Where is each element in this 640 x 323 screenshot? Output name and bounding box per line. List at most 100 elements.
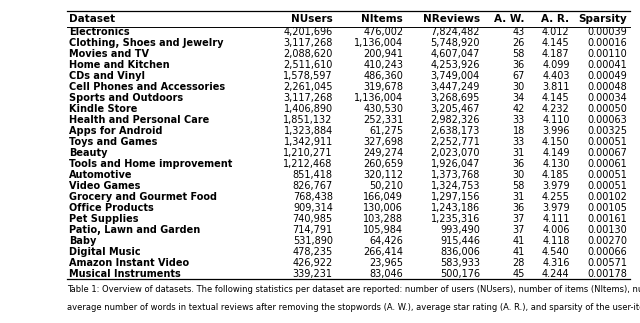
Text: 7,824,482: 7,824,482 <box>431 27 480 37</box>
Text: 4.145: 4.145 <box>542 38 570 48</box>
Text: 583,933: 583,933 <box>440 258 480 268</box>
Text: Apps for Android: Apps for Android <box>69 126 163 136</box>
Text: 0.00067: 0.00067 <box>588 148 627 158</box>
Text: 58: 58 <box>513 49 525 59</box>
Text: 50,210: 50,210 <box>369 181 403 191</box>
Text: 4.006: 4.006 <box>542 225 570 235</box>
Text: 64,426: 64,426 <box>369 236 403 246</box>
Text: 993,490: 993,490 <box>440 225 480 235</box>
Text: 410,243: 410,243 <box>363 60 403 70</box>
Text: 166,049: 166,049 <box>364 192 403 202</box>
Text: 3,447,249: 3,447,249 <box>431 82 480 92</box>
Text: 0.00270: 0.00270 <box>588 236 627 246</box>
Text: 0.00110: 0.00110 <box>588 49 627 59</box>
Text: 200,941: 200,941 <box>363 49 403 59</box>
Text: 0.00102: 0.00102 <box>588 192 627 202</box>
Text: 4.145: 4.145 <box>542 93 570 103</box>
Text: 31: 31 <box>513 192 525 202</box>
Text: 0.00063: 0.00063 <box>588 115 627 125</box>
Text: 41: 41 <box>513 236 525 246</box>
Text: Table 1: Overview of datasets. The following statistics per dataset are reported: Table 1: Overview of datasets. The follo… <box>67 285 640 294</box>
Text: 2,088,620: 2,088,620 <box>284 49 333 59</box>
Text: 58: 58 <box>513 181 525 191</box>
Text: 36: 36 <box>513 60 525 70</box>
Text: 4.150: 4.150 <box>542 137 570 147</box>
Text: 0.00051: 0.00051 <box>588 137 627 147</box>
Text: 37: 37 <box>513 214 525 224</box>
Text: 2,511,610: 2,511,610 <box>284 60 333 70</box>
Text: 33: 33 <box>513 137 525 147</box>
Text: NReviews: NReviews <box>423 14 480 24</box>
Text: 36: 36 <box>513 203 525 213</box>
Text: 2,261,045: 2,261,045 <box>284 82 333 92</box>
Text: 430,530: 430,530 <box>363 104 403 114</box>
Text: 3.979: 3.979 <box>542 181 570 191</box>
Text: 30: 30 <box>513 170 525 180</box>
Text: 37: 37 <box>513 225 525 235</box>
Text: 4.232: 4.232 <box>542 104 570 114</box>
Text: Kindle Store: Kindle Store <box>69 104 138 114</box>
Text: Automotive: Automotive <box>69 170 132 180</box>
Text: 1,323,884: 1,323,884 <box>284 126 333 136</box>
Text: 130,006: 130,006 <box>364 203 403 213</box>
Text: 0.00061: 0.00061 <box>588 159 627 169</box>
Text: average number of words in textual reviews after removing the stopwords (A. W.),: average number of words in textual revie… <box>67 303 640 312</box>
Text: 103,288: 103,288 <box>363 214 403 224</box>
Text: 4,201,696: 4,201,696 <box>284 27 333 37</box>
Text: 4.316: 4.316 <box>542 258 570 268</box>
Text: Cell Phones and Accessories: Cell Phones and Accessories <box>69 82 225 92</box>
Text: Grocery and Gourmet Food: Grocery and Gourmet Food <box>69 192 217 202</box>
Text: 0.00049: 0.00049 <box>588 71 627 81</box>
Text: A. W.: A. W. <box>494 14 525 24</box>
Text: 105,984: 105,984 <box>363 225 403 235</box>
Text: 476,002: 476,002 <box>363 27 403 37</box>
Text: NItems: NItems <box>362 14 403 24</box>
Text: 83,046: 83,046 <box>369 269 403 279</box>
Text: 42: 42 <box>513 104 525 114</box>
Text: 4.118: 4.118 <box>542 236 570 246</box>
Text: 478,235: 478,235 <box>292 247 333 257</box>
Text: 826,767: 826,767 <box>292 181 333 191</box>
Text: 0.00034: 0.00034 <box>588 93 627 103</box>
Text: NUsers: NUsers <box>291 14 333 24</box>
Text: 18: 18 <box>513 126 525 136</box>
Text: 34: 34 <box>513 93 525 103</box>
Text: 426,922: 426,922 <box>292 258 333 268</box>
Text: 4.012: 4.012 <box>542 27 570 37</box>
Text: Movies and TV: Movies and TV <box>69 49 149 59</box>
Text: 1,342,911: 1,342,911 <box>284 137 333 147</box>
Text: 1,235,316: 1,235,316 <box>431 214 480 224</box>
Text: 266,414: 266,414 <box>363 247 403 257</box>
Text: 0.00039: 0.00039 <box>588 27 627 37</box>
Text: 3,749,004: 3,749,004 <box>431 71 480 81</box>
Text: Toys and Games: Toys and Games <box>69 137 157 147</box>
Text: 4.149: 4.149 <box>542 148 570 158</box>
Text: Clothing, Shoes and Jewelry: Clothing, Shoes and Jewelry <box>69 38 223 48</box>
Text: Tools and Home improvement: Tools and Home improvement <box>69 159 232 169</box>
Text: 3,117,268: 3,117,268 <box>284 93 333 103</box>
Text: 0.00178: 0.00178 <box>588 269 627 279</box>
Text: Home and Kitchen: Home and Kitchen <box>69 60 170 70</box>
Text: 2,638,173: 2,638,173 <box>431 126 480 136</box>
Text: 4.187: 4.187 <box>542 49 570 59</box>
Text: 1,243,186: 1,243,186 <box>431 203 480 213</box>
Text: 28: 28 <box>513 258 525 268</box>
Text: Electronics: Electronics <box>69 27 130 37</box>
Text: Musical Instruments: Musical Instruments <box>69 269 181 279</box>
Text: 4,607,047: 4,607,047 <box>431 49 480 59</box>
Text: 1,578,597: 1,578,597 <box>283 71 333 81</box>
Text: 1,212,468: 1,212,468 <box>284 159 333 169</box>
Text: Sparsity: Sparsity <box>579 14 627 24</box>
Text: 1,210,271: 1,210,271 <box>284 148 333 158</box>
Text: Video Games: Video Games <box>69 181 141 191</box>
Text: 1,324,753: 1,324,753 <box>431 181 480 191</box>
Text: A. R.: A. R. <box>541 14 570 24</box>
Text: 1,136,004: 1,136,004 <box>354 38 403 48</box>
Text: 0.00325: 0.00325 <box>588 126 627 136</box>
Text: Amazon Instant Video: Amazon Instant Video <box>69 258 189 268</box>
Text: 0.00130: 0.00130 <box>588 225 627 235</box>
Text: 0.00041: 0.00041 <box>588 60 627 70</box>
Text: 0.00051: 0.00051 <box>588 170 627 180</box>
Text: 500,176: 500,176 <box>440 269 480 279</box>
Text: 3.811: 3.811 <box>542 82 570 92</box>
